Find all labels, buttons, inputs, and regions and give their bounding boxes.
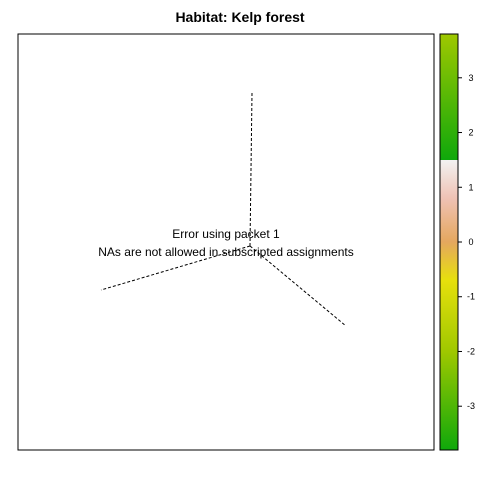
error-message-line-2: NAs are not allowed in subscripted assig…: [98, 245, 353, 259]
colorbar: [440, 34, 458, 450]
colorbar-tick-label: -1: [467, 292, 475, 302]
colorbar-tick-label: -3: [467, 401, 475, 411]
plot-panel: [18, 34, 434, 450]
colorbar-ticks: 3 2 1 0 -1 -2 -3: [458, 73, 475, 411]
colorbar-tick-label: 2: [468, 128, 473, 138]
chart-title: Habitat: Kelp forest: [175, 9, 304, 25]
colorbar-tick-label: 1: [468, 182, 473, 192]
colorbar-tick-label: 0: [468, 237, 473, 247]
colorbar-tick-label: 3: [468, 73, 473, 83]
colorbar-tick-label: -2: [467, 346, 475, 356]
error-message-line-1: Error using packet 1: [172, 227, 280, 241]
